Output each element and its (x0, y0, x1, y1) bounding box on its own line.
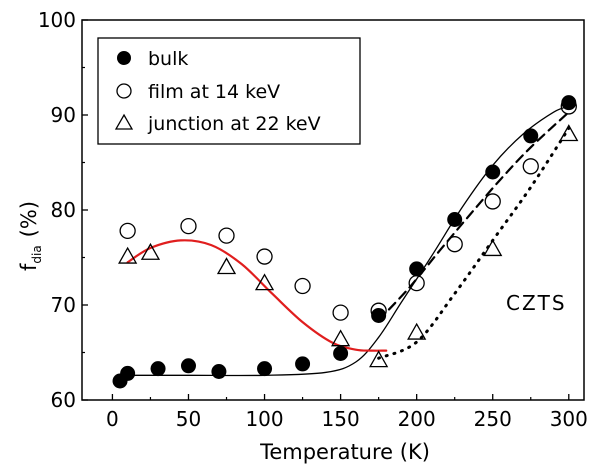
y-tick-label: 60 (51, 388, 76, 412)
film-point (446, 236, 463, 253)
film-point (522, 158, 539, 175)
junction-point (330, 329, 351, 347)
x-tick-label: 50 (176, 407, 201, 431)
junction-point (483, 239, 503, 257)
x-axis-label: Temperature (K) (259, 440, 430, 464)
film-point (370, 302, 387, 319)
fit-curve-red (126, 239, 388, 352)
junction-point (216, 257, 237, 275)
x-axis-ticks: 0 50 100 150 200 250 300 (106, 394, 588, 431)
bulk-point (447, 212, 463, 227)
film-point (256, 248, 273, 265)
x-tick-label: 0 (106, 407, 119, 431)
bulk-point (180, 358, 196, 374)
film-point (560, 98, 577, 115)
fit-curve-dotted (377, 126, 571, 360)
legend-box (97, 37, 361, 145)
legend-marker-junction (114, 113, 134, 130)
legend-marker-film (116, 83, 132, 99)
y-tick-label: 80 (51, 198, 76, 222)
film-point (408, 274, 425, 292)
x-tick-label: 200 (398, 407, 436, 431)
y-axis-label-sub: dia (30, 245, 44, 263)
bulk-point (523, 128, 539, 144)
y-tick-label: 70 (51, 293, 76, 317)
film-point (332, 304, 349, 321)
film-point (484, 193, 501, 210)
x-tick-label: 300 (550, 407, 588, 431)
bulk-point (333, 345, 349, 361)
y-axis-label-unit: (%) (17, 201, 41, 237)
bulk-point (561, 95, 577, 111)
junction-point (254, 273, 275, 291)
legend-marker-bulk (117, 51, 131, 65)
y-tick-label: 100 (38, 8, 76, 32)
y-axis-label: fdia (%) (17, 201, 44, 271)
bulk-point (211, 364, 227, 379)
film-point (218, 227, 235, 244)
x-tick-label: 150 (322, 407, 360, 431)
bulk-point (295, 356, 311, 372)
legend-label-film: film at 14 keV (148, 81, 280, 103)
bulk-point (120, 365, 136, 381)
legend-entry-film: film at 14 keV (116, 81, 280, 103)
junction-point (118, 246, 138, 264)
bulk-point (257, 361, 273, 377)
legend: bulk film at 14 keV junction at 22 keV (97, 37, 361, 145)
junction-point (140, 242, 161, 260)
svg-text:fdia(%): fdia (%) (17, 201, 44, 271)
legend-entry-junction: junction at 22 keV (114, 113, 321, 135)
bulk-point (485, 164, 501, 180)
bulk-point (409, 261, 425, 277)
legend-entry-bulk: bulk (117, 48, 188, 70)
data-points (112, 95, 579, 389)
legend-label-bulk: bulk (148, 48, 188, 70)
film-point (119, 222, 136, 240)
legend-label-junction: junction at 22 keV (147, 113, 321, 135)
y-axis-ticks: 60 70 80 90 100 (38, 8, 88, 412)
junction-point (559, 124, 579, 142)
film-point (180, 217, 197, 235)
bulk-point (150, 361, 166, 377)
x-tick-label: 100 (245, 407, 283, 431)
fit-curve-dashed (377, 111, 570, 322)
x-tick-label: 250 (474, 407, 512, 431)
y-tick-label: 90 (51, 103, 76, 127)
film-point (294, 277, 311, 295)
junction-point (407, 322, 427, 340)
junction-point (369, 350, 389, 368)
y-axis-label-main: f (17, 263, 41, 271)
czts-annotation: CZTS (506, 291, 567, 315)
bulk-point (371, 307, 387, 323)
